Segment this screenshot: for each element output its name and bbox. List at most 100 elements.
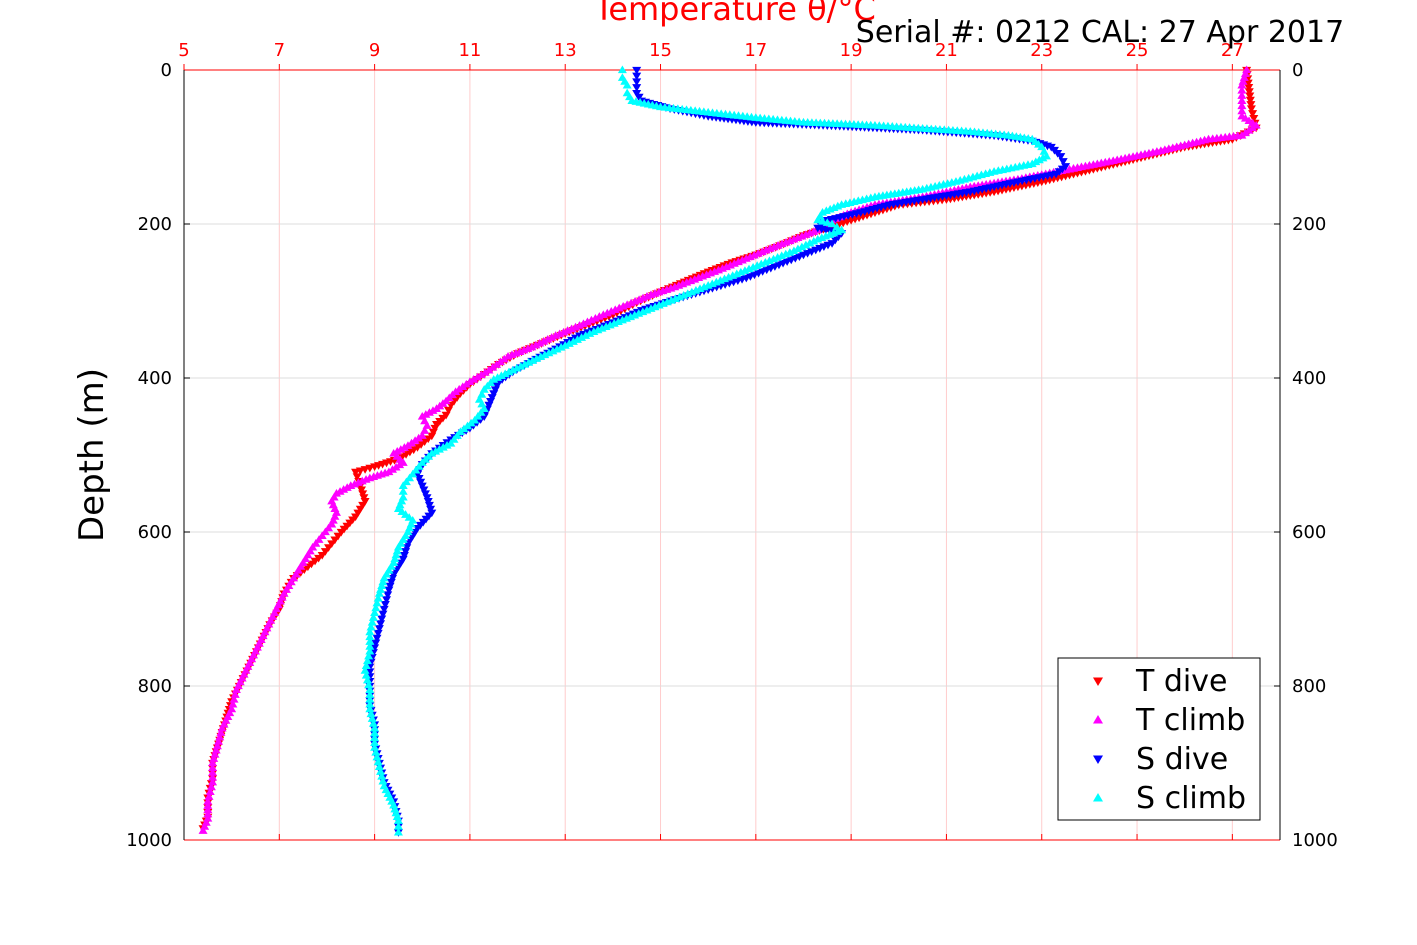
y-tick-label-right: 0	[1292, 60, 1303, 81]
data-point-interp	[632, 72, 642, 81]
data-point-interp	[230, 690, 240, 698]
data-point	[484, 401, 494, 410]
data-point-interp	[1237, 106, 1247, 115]
data-point-interp	[378, 776, 388, 785]
data-point-interp	[373, 757, 383, 766]
data-point	[632, 66, 642, 75]
x-tick-label: 23	[1030, 40, 1053, 61]
data-point	[489, 390, 499, 398]
data-point-interp	[370, 738, 380, 746]
y-axis-title: Depth (m)	[72, 368, 112, 542]
y-tick-label-right: 200	[1292, 214, 1326, 235]
legend-marker-t-climb	[1093, 715, 1103, 724]
data-point-interp	[373, 629, 383, 638]
data-point-interp	[1245, 92, 1255, 101]
data-point-interp	[377, 771, 387, 780]
data-point-interp	[368, 719, 378, 727]
data-point	[370, 723, 380, 732]
data-point-interp	[428, 428, 438, 437]
data-point-interp	[364, 680, 374, 689]
data-point	[365, 704, 375, 713]
data-point-interp	[378, 610, 388, 619]
data-point	[360, 666, 370, 674]
data-point-interp	[492, 382, 502, 391]
data-point	[384, 586, 394, 595]
data-point-interp	[376, 767, 386, 775]
axes	[183, 64, 1281, 841]
data-point-interp	[208, 768, 218, 776]
data-point-interp	[358, 490, 368, 498]
data-point-interp	[1058, 158, 1068, 166]
data-point-interp	[401, 451, 411, 459]
data-point	[1246, 105, 1256, 113]
data-point	[360, 498, 370, 506]
data-point	[632, 78, 642, 87]
data-point-interp	[632, 84, 642, 92]
y-tick-label-left: 0	[161, 60, 172, 81]
data-point	[1237, 80, 1247, 89]
tick-labels: 5 7 9 11 13 15 17 19 21 23 25 27 0 0 200 200 400 400 600 60…	[126, 40, 1338, 851]
data-point	[336, 528, 346, 537]
data-point	[393, 827, 403, 836]
data-point	[203, 797, 213, 805]
data-point	[622, 80, 632, 89]
data-point	[632, 89, 642, 98]
data-point-interp	[228, 699, 238, 708]
data-point	[398, 555, 408, 564]
data-point-interp	[365, 699, 375, 708]
data-point-interp	[361, 661, 371, 669]
data-point-interp	[426, 505, 436, 514]
data-point	[1056, 153, 1066, 161]
data-point	[1237, 96, 1247, 104]
data-point-interp	[386, 578, 396, 587]
data-point-interp	[320, 548, 330, 556]
data-point-interp	[1245, 96, 1255, 105]
data-point-interp	[352, 473, 362, 482]
y-tick-label-left: 800	[138, 676, 172, 697]
data-point-interp	[365, 690, 375, 698]
data-point	[374, 589, 384, 597]
series-s-climb	[360, 65, 1052, 836]
data-point-interp	[382, 596, 392, 604]
data-point-interp	[370, 733, 380, 742]
data-point-interp	[376, 620, 386, 628]
data-point-interp	[365, 642, 375, 650]
legend-label-t-climb: T climb	[1135, 703, 1245, 738]
legend-label-s-dive: S dive	[1136, 742, 1228, 777]
data-point-interp	[229, 694, 239, 703]
data-point-interp	[216, 728, 226, 736]
data-point-interp	[419, 486, 429, 495]
x-tick-label: 9	[369, 40, 380, 61]
data-point	[370, 644, 380, 652]
data-point	[417, 482, 427, 491]
data-point	[198, 826, 208, 834]
data-point	[212, 741, 222, 750]
data-point-interp	[383, 591, 393, 600]
data-point-interp	[1244, 88, 1254, 96]
data-point-interp	[206, 782, 216, 791]
data-point-interp	[208, 772, 218, 781]
legend-box	[1057, 657, 1261, 821]
x-tick-label: 13	[554, 40, 577, 61]
data-point-interp	[359, 494, 369, 502]
y-tick-label-right: 400	[1292, 368, 1326, 389]
data-point-interp	[380, 601, 390, 609]
y-tick-label-left: 400	[138, 368, 172, 389]
data-point	[432, 421, 442, 429]
data-point-interp	[372, 598, 382, 607]
data-point-interp	[205, 787, 215, 796]
data-point-interp	[208, 763, 218, 771]
data-point-interp	[370, 728, 380, 737]
data-point-interp	[372, 752, 382, 761]
x-tick-label: 25	[1126, 40, 1149, 61]
data-point	[351, 468, 361, 477]
data-point-interp	[324, 544, 334, 552]
legend-label-s-climb: S climb	[1136, 781, 1246, 816]
data-point-interp	[365, 694, 375, 703]
data-point-interp	[368, 613, 378, 621]
data-point-interp	[832, 222, 842, 231]
legend-items: T dive T climb S dive S climb	[1093, 664, 1246, 816]
data-point	[379, 605, 389, 614]
data-point	[617, 65, 627, 74]
